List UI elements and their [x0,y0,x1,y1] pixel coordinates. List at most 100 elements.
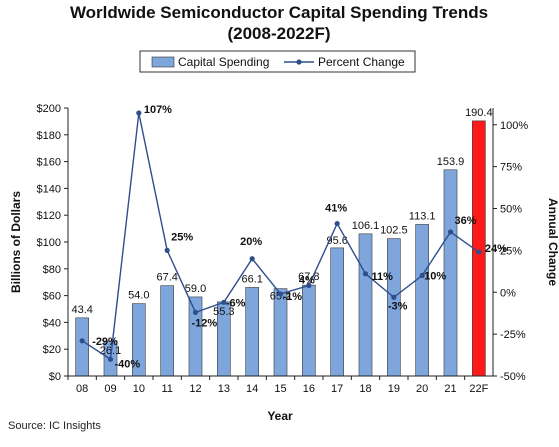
y-tick-label: $0 [49,371,61,383]
percent-change-label: -40% [115,358,141,370]
percent-change-label: 4% [299,275,315,287]
chart-title-line2: (2008-2022F) [227,24,330,43]
bar-value-label: 190.4 [465,107,493,119]
y-tick-label: $60 [43,291,61,303]
y2-tick-label: 0% [500,287,516,299]
x-tick-label: 18 [359,383,371,395]
bar-value-label: 54.0 [128,290,149,302]
percent-change-label: 107% [144,104,172,116]
x-tick-label: 20 [416,383,428,395]
y-tick-label: $140 [37,183,61,195]
bar-value-label: 43.4 [71,304,92,316]
percent-change-point [334,220,340,227]
x-tick-label: 19 [388,383,400,395]
percent-change-point [164,247,170,253]
percent-change-label: -29% [92,336,118,348]
bar-value-label: 55.3 [213,306,234,318]
y-tick-label: $200 [37,103,61,115]
percent-change-point [306,282,312,289]
bar-labels: 43.426.154.067.459.055.366.165.267.895.6… [71,107,492,357]
percent-change-label: 25% [171,231,193,243]
y-tick-label: $160 [37,157,61,169]
legend-bar-label: Capital Spending [178,55,269,69]
y-tick-label: $100 [37,237,61,249]
legend-line-label: Percent Change [318,55,405,69]
percent-change-label: 11% [372,271,394,283]
x-tick-label: 10 [133,383,145,395]
bar [188,296,203,377]
x-tick-label: 09 [104,383,116,395]
percent-change-label: 10% [424,271,446,283]
percent-change-label: -12% [192,317,218,329]
percent-change-point [136,110,142,116]
bar-value-label: 66.1 [241,273,262,285]
y-tick-label: $80 [43,264,61,276]
bar-value-label: 95.6 [326,235,347,247]
bar-value-label: 67.4 [156,272,177,284]
percent-change-point [419,272,425,279]
x-tick-label: 11 [161,383,172,395]
y2-axis-ticks: -50% -25% 0% 25% 50% 75% 100% [493,120,528,383]
x-tick-label: 17 [331,383,343,395]
y-tick-label: $180 [37,130,61,142]
bar [302,284,316,377]
legend-line-marker [296,59,302,65]
source-note: Source: IC Insights [8,420,101,432]
x-tick-label: 16 [303,383,315,395]
y2-tick-label: -25% [500,329,526,341]
percent-change-label: 36% [455,215,477,227]
percent-change-label: 41% [325,203,347,215]
percent-change-point [362,271,369,277]
legend-box [139,50,416,73]
percent-change-label: -3% [388,300,408,312]
y-axis-ticks: $0 $20 $40 $60 $80 $100 $120 $140 $160 $180 $200 [37,103,68,383]
line-series: -29% -40% 107% 25% -12% -6% 20% -1% 4% 41% 11% -3% 1… [79,104,507,370]
x-tick-label: 15 [274,383,286,395]
x-tick-label: 12 [189,383,201,395]
percent-change-point [277,291,284,297]
bar-value-label: 153.9 [437,156,465,168]
bar [358,233,373,377]
bar [160,285,174,377]
percent-change-label: -1% [283,291,303,303]
x-tick-label: 13 [218,383,230,395]
x-tick-label: 08 [76,383,88,395]
bar-value-label: 106.1 [352,220,380,232]
bar-value-label: 65.2 [270,291,291,303]
percent-change-label: -6% [226,297,246,309]
y2-tick-label: 50% [500,204,522,216]
bar [330,247,344,377]
bar [245,287,259,377]
x-tick-label: 14 [246,383,258,395]
x-axis-label: Year [267,409,293,423]
percent-change-point [192,309,199,315]
percent-change-point [79,338,85,344]
percent-change-point [107,356,114,362]
y2-tick-label: 100% [500,120,528,132]
y2-axis-label: Annual Change [546,198,559,286]
percent-change-point [249,256,255,262]
y-tick-label: $40 [43,317,61,329]
y2-tick-label: -50% [500,371,526,383]
y-tick-label: $20 [43,344,61,356]
percent-change-point [391,294,397,300]
x-tick-label: 22F [469,383,488,395]
percent-change-point [476,249,482,255]
bar [75,317,89,377]
legend-bar-swatch [151,56,175,68]
x-tick-label: 21 [444,383,456,395]
chart-title-line1: Worldwide Semiconductor Capital Spending… [70,3,488,22]
y2-tick-label: 75% [500,162,522,174]
percent-change-label: 20% [240,236,262,248]
bar-value-label: 59.0 [185,283,206,295]
y-axis-label: Billions of Dollars [9,191,23,293]
x-axis-ticks: 08 09 10 11 12 13 14 15 16 17 18 19 20 21 22F [67,376,489,395]
bar-value-label: 26.1 [100,345,121,357]
bar-value-label: 113.1 [409,210,436,222]
y-tick-label: $120 [37,210,61,222]
bars [75,120,486,377]
y2-tick-label: 25% [500,245,522,257]
percent-change-label: 24% [485,243,507,255]
